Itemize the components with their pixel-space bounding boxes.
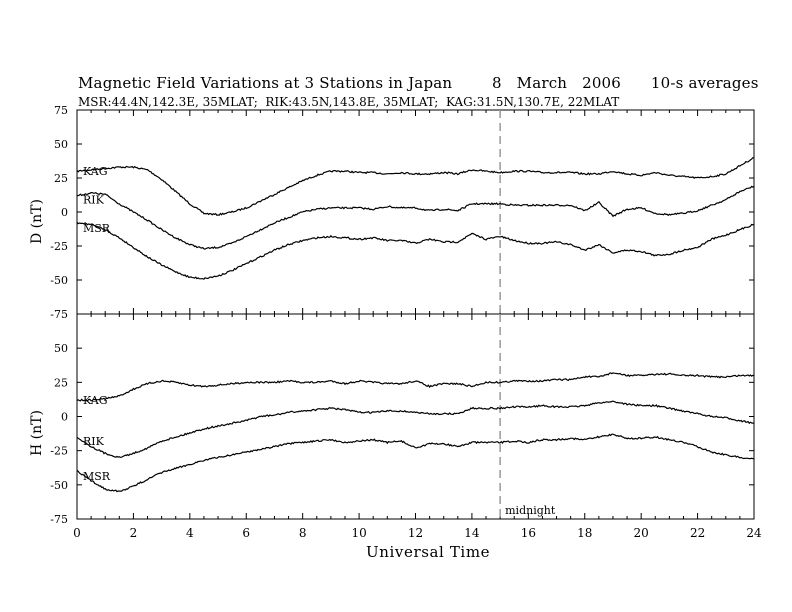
y-tick-label: 50 [54, 342, 68, 355]
x-tick-label: 0 [73, 526, 81, 540]
chart-subtitle: MSR:44.4N,142.3E, 35MLAT; RIK:43.5N,143.… [78, 95, 620, 109]
x-tick-label: 18 [577, 526, 592, 540]
y-tick-label: 0 [61, 411, 68, 424]
x-tick-label: 8 [299, 526, 307, 540]
x-tick-label: 10 [351, 526, 366, 540]
x-tick-label: 24 [746, 526, 762, 540]
y-tick-label: -25 [50, 445, 68, 458]
series-label-rik: RIK [83, 194, 105, 207]
x-tick-label: 22 [690, 526, 705, 540]
panel-frame [76, 313, 755, 520]
series-label-kag: KAG [83, 165, 108, 178]
series-line-rik [76, 400, 755, 458]
series-line-kag [76, 372, 755, 402]
x-tick-label: 4 [186, 526, 194, 540]
series-label-msr: MSR [83, 470, 111, 483]
y-tick-label: 75 [54, 104, 68, 117]
series-line-msr [76, 221, 755, 280]
x-tick-label: 20 [634, 526, 649, 540]
chart-title: Magnetic Field Variations at 3 Stations … [78, 74, 759, 92]
y-tick-label: 25 [54, 376, 68, 389]
x-axis-label: Universal Time [366, 543, 491, 561]
x-tick-label: 2 [130, 526, 138, 540]
y-tick-label: -25 [50, 240, 68, 253]
x-tick-label: 14 [464, 526, 480, 540]
y-tick-label: -50 [50, 274, 68, 287]
y-tick-label: -75 [50, 513, 68, 526]
series-label-msr: MSR [83, 222, 111, 235]
y-tick-label: -75 [50, 308, 68, 321]
series-line-msr [76, 433, 755, 493]
y-tick-label: 0 [61, 206, 68, 219]
x-tick-label: 6 [242, 526, 250, 540]
midnight-label: midnight [505, 504, 556, 517]
y-tick-label: -50 [50, 479, 68, 492]
y-tick-label: 50 [54, 138, 68, 151]
x-tick-label: 12 [408, 526, 423, 540]
series-label-rik: RIK [83, 435, 105, 448]
series-line-kag [76, 157, 755, 217]
series-label-kag: KAG [83, 394, 108, 407]
series-line-rik [76, 185, 755, 250]
x-tick-label: 16 [521, 526, 536, 540]
y-tick-label: 25 [54, 172, 68, 185]
